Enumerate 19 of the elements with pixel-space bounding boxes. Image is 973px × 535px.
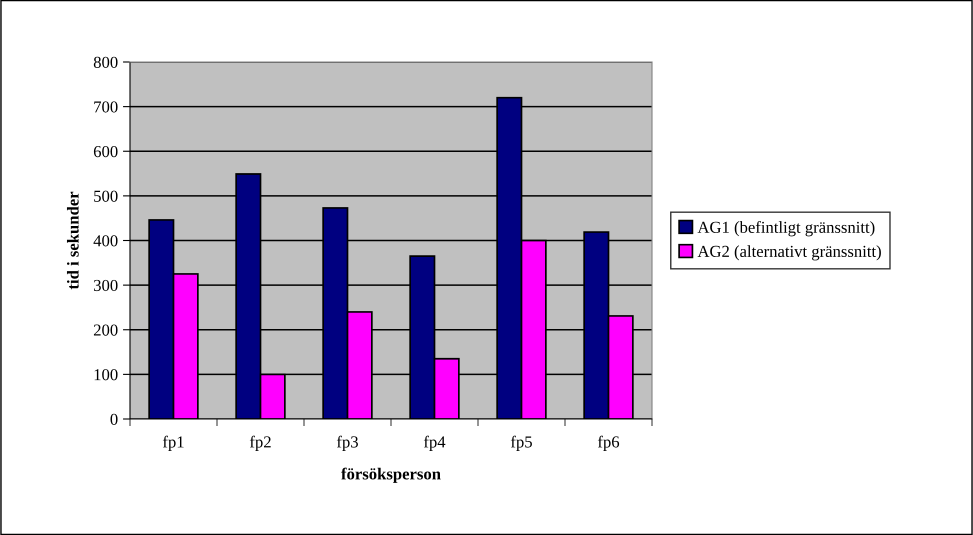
- x-tick-label: fp1: [162, 436, 184, 451]
- legend-label: AG1 (befintligt gränssnitt): [698, 221, 874, 236]
- y-tick-label: 800: [94, 56, 118, 68]
- y-tick-label: 600: [94, 146, 118, 158]
- x-tick-label: fp4: [424, 436, 446, 451]
- y-tick-label: 400: [94, 235, 118, 246]
- y-tick-label: 200: [94, 324, 118, 336]
- x-tick-label: fp2: [250, 436, 271, 451]
- y-tick-label: 100: [94, 369, 118, 380]
- y-tick-label: 500: [94, 190, 118, 202]
- x-tick-label: fp6: [598, 436, 620, 451]
- y-tick-label: 300: [94, 280, 118, 292]
- y-tick-label: 700: [94, 101, 118, 113]
- y-tick-label: 0: [110, 414, 118, 425]
- y-axis-title: tid i sekunder: [66, 192, 79, 290]
- legend-label: AG2 (alternativt gränssnitt): [698, 245, 881, 260]
- x-tick-label: fp5: [510, 436, 532, 451]
- x-axis-title: försöksperson: [341, 468, 441, 483]
- x-tick-label: fp3: [336, 436, 358, 451]
